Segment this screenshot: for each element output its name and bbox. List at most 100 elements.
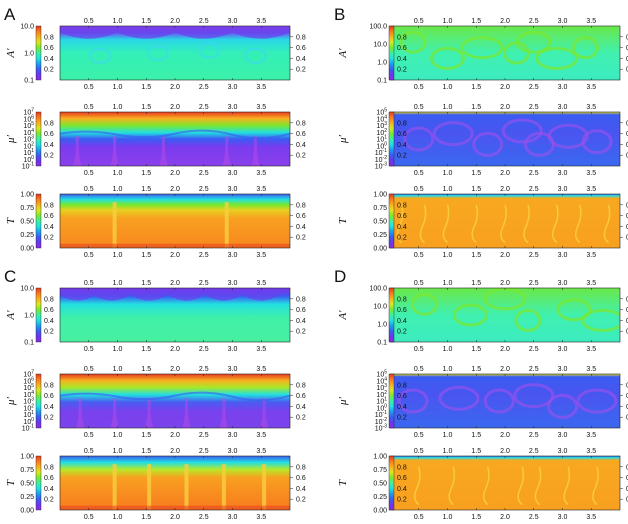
x-tick-label-top: 2.0 <box>500 366 510 373</box>
y-tick-label: 101 <box>376 397 387 406</box>
x-tick-label-bottom: 3.0 <box>558 346 568 353</box>
colorbar-tick-label: 0.6 <box>296 45 306 52</box>
x-tick-label-bottom: 3.5 <box>586 432 596 439</box>
y-tick-label: 100 <box>376 141 387 150</box>
heatmap-structures <box>396 204 611 244</box>
colorbar-tick-label: 0.6 <box>44 45 54 52</box>
plume-mark <box>482 466 490 506</box>
x-tick-label-bottom: 3.5 <box>586 252 596 259</box>
y-tick-label: 0.50 <box>373 481 387 488</box>
panel-letter: B <box>334 5 345 24</box>
y-tick-label: 105 <box>23 121 34 130</box>
x-tick-label-bottom: 3.0 <box>228 170 238 177</box>
hot-layer-mark <box>60 243 290 248</box>
plume-mark <box>224 202 229 248</box>
subplot-a: 0.8 0.8 0.6 0.6 0.4 0.4 0.2 0.2 100.0 10.0 1.0 0.1 A… <box>337 280 628 353</box>
x-tick-label-top: 1.0 <box>443 186 453 193</box>
x-tick-label-bottom: 1.0 <box>113 514 123 521</box>
x-tick-label-top: 2.5 <box>199 18 209 25</box>
panel-letter: A <box>4 5 16 24</box>
x-tick-label-bottom: 1.5 <box>141 432 151 439</box>
eddy-mark <box>513 383 555 409</box>
y-tick-label: 100.0 <box>369 286 387 293</box>
plume-mark <box>260 398 269 428</box>
y-axis-label: A′ <box>5 310 17 321</box>
y-tick-label: 105 <box>23 383 34 392</box>
x-tick-label-top: 0.5 <box>414 448 424 455</box>
eddy-mark <box>89 47 112 64</box>
y-tick-label: 10.0 <box>20 286 34 293</box>
colorbar-tick-label: 0.2 <box>397 497 407 504</box>
colorbar-tick-label: 0.4 <box>397 404 407 411</box>
colorbar-tick-label: 0.2 <box>397 67 407 74</box>
eddy-mark <box>472 131 504 157</box>
colorbar-tick-label: 0.8 <box>296 202 306 209</box>
colorbar <box>388 193 395 249</box>
colorbar-tick-label: 0.2 <box>296 415 306 422</box>
eddy-mark <box>547 123 589 149</box>
colorbar-tick-label: 0.8 <box>397 202 407 209</box>
x-tick-label-bottom: 2.5 <box>529 84 539 91</box>
colorbar-tick-label: 0.6 <box>626 131 628 138</box>
x-tick-label-bottom: 1.0 <box>113 170 123 177</box>
x-tick-label-bottom: 2.0 <box>170 514 180 521</box>
plume-mark <box>184 464 189 510</box>
plume-mark <box>574 204 582 244</box>
x-tick-label-bottom: 1.0 <box>443 252 453 259</box>
x-tick-label-top: 1.0 <box>113 448 123 455</box>
x-tick-label-bottom: 1.0 <box>443 514 453 521</box>
x-tick-label-bottom: 1.0 <box>443 170 453 177</box>
eddy-mark <box>453 303 488 327</box>
x-tick-label-bottom: 2.0 <box>170 346 180 353</box>
panel-a: A 0.8 0.8 0.6 0.6 0.4 0.4 0.2 0.2 10.0 1.0 0.1 A′ 0.5… <box>4 5 306 259</box>
colorbar-tick-label: 0.4 <box>296 404 306 411</box>
x-tick-label-top: 3.0 <box>228 104 238 111</box>
colorbar <box>35 193 42 249</box>
plume-mark <box>112 202 117 248</box>
colorbar <box>388 287 395 343</box>
x-tick-label-top: 1.0 <box>113 104 123 111</box>
x-tick-label-bottom: 0.5 <box>84 432 94 439</box>
colorbar-tick-label: 0.6 <box>626 45 628 52</box>
plume-mark <box>110 136 119 166</box>
hot-layer-mark <box>60 505 290 510</box>
panel-letter: D <box>334 267 346 286</box>
x-tick-label-bottom: 1.5 <box>471 170 481 177</box>
x-tick-label-bottom: 3.0 <box>558 170 568 177</box>
x-tick-label-top: 2.5 <box>529 366 539 373</box>
x-tick-label-top: 0.5 <box>84 186 94 193</box>
colorbar-tick-label: 0.2 <box>397 329 407 336</box>
eddy-mark <box>581 308 620 332</box>
x-tick-label-top: 2.0 <box>170 18 180 25</box>
x-tick-label-bottom: 0.5 <box>414 346 424 353</box>
colorbar-tick-label: 0.8 <box>626 202 628 209</box>
y-tick-label: 1.00 <box>373 454 387 461</box>
colorbar-tick-label: 0.4 <box>44 318 54 325</box>
x-tick-label-bottom: 2.0 <box>500 432 510 439</box>
heatmap-structures <box>399 30 599 70</box>
x-tick-label-bottom: 1.0 <box>113 252 123 259</box>
y-tick-label: 100 <box>23 155 34 164</box>
colorbar <box>35 455 42 511</box>
x-tick-label-top: 1.5 <box>141 448 151 455</box>
x-tick-label-top: 2.0 <box>170 186 180 193</box>
panel-c: C 0.8 0.8 0.6 0.6 0.4 0.4 0.2 0.2 10.0 1.0 0.1 A′ 0.5… <box>4 267 306 521</box>
colorbar-tick-label: 0.6 <box>296 131 306 138</box>
eddy-mark <box>244 47 267 64</box>
y-tick-label: 1.00 <box>373 192 387 199</box>
heatmap-structures <box>411 288 620 332</box>
x-tick-label-top: 1.0 <box>443 104 453 111</box>
plume-mark <box>145 398 154 428</box>
colorbar-tick-label: 0.6 <box>397 475 407 482</box>
colorbar-tick-label: 0.2 <box>44 497 54 504</box>
x-tick-label-bottom: 1.0 <box>443 84 453 91</box>
x-tick-label-top: 1.0 <box>443 448 453 455</box>
colorbar-tick-label: 0.2 <box>44 329 54 336</box>
x-tick-label-top: 1.5 <box>141 280 151 287</box>
x-tick-label-top: 3.0 <box>228 18 238 25</box>
y-tick-label: 10.0 <box>20 24 34 31</box>
subplot-t: 0.8 0.8 0.6 0.6 0.4 0.4 0.2 0.2 1.00 0.75 0.50 0.25… <box>5 448 306 521</box>
colorbar-tick-label: 0.4 <box>626 318 628 325</box>
colorbar-tick-label: 0.4 <box>397 56 407 63</box>
x-tick-label-top: 3.0 <box>228 280 238 287</box>
